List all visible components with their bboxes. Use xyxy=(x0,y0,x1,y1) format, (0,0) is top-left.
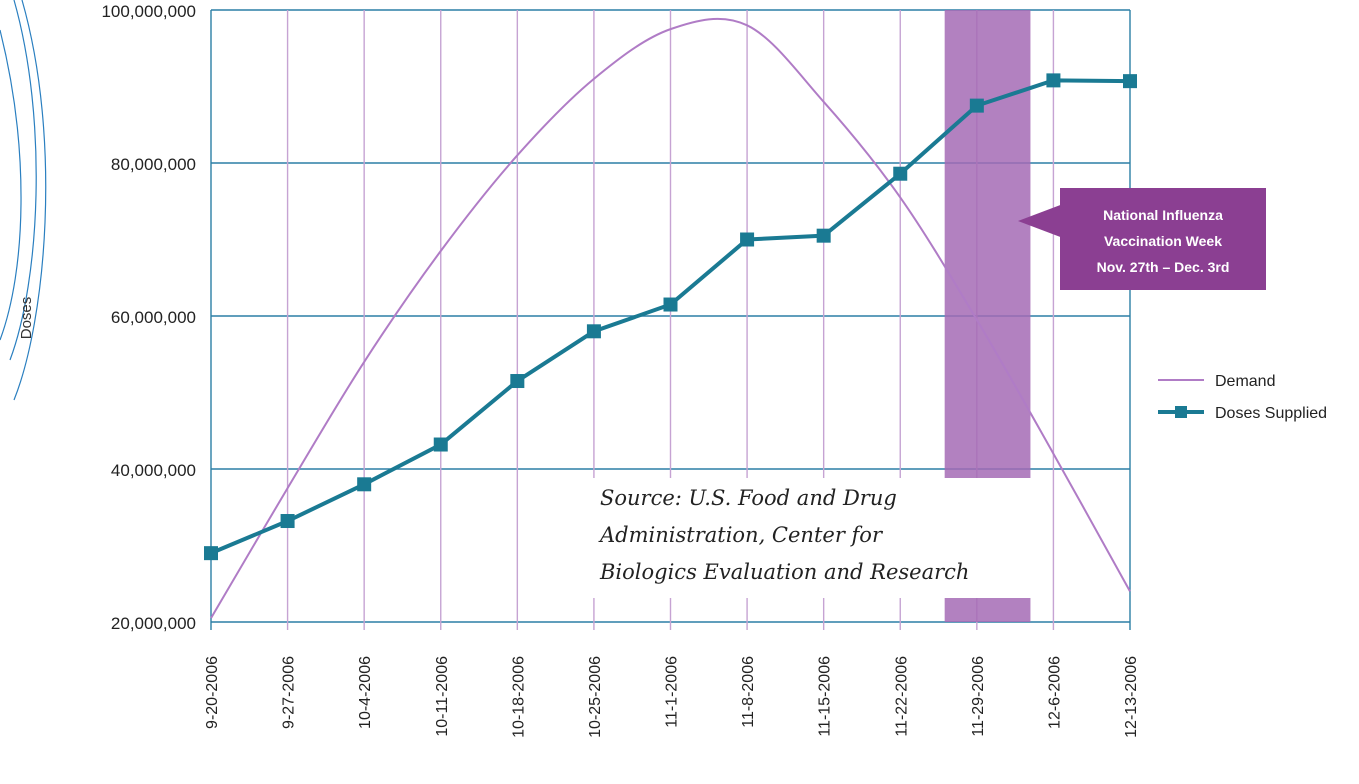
legend-label-demand: Demand xyxy=(1215,373,1275,390)
doses-supplied-marker xyxy=(1046,73,1061,88)
doses-supplied-marker xyxy=(1123,74,1137,89)
x-tick-label: 9-20-2006 xyxy=(204,656,221,729)
y-tick-label: 80,000,000 xyxy=(111,155,196,174)
y-tick-label: 60,000,000 xyxy=(111,308,196,327)
x-tick-label: 11-29-2006 xyxy=(970,656,987,737)
x-tick-label: 10-25-2006 xyxy=(587,656,604,738)
y-axis-title: Doses xyxy=(18,297,35,340)
vaccination-week-callout: National Influenza Vaccination Week Nov.… xyxy=(1018,188,1266,290)
x-tick-label: 10-11-2006 xyxy=(434,656,451,737)
doses-supplied-markers xyxy=(204,73,1137,561)
series-line-demand xyxy=(210,17,1131,619)
callout-line-3: Nov. 27th – Dec. 3rd xyxy=(1097,259,1230,275)
callout-pointer xyxy=(1018,204,1063,238)
doses-supplied-marker xyxy=(969,98,984,113)
source-line-3: Biologics Evaluation and Research xyxy=(599,560,969,584)
decorative-arcs xyxy=(0,0,47,401)
source-line-2: Administration, Center for xyxy=(598,523,884,547)
x-tick-labels: 9-20-2006 9-27-2006 10-4-2006 10-11-2006 10-… xyxy=(204,656,1140,738)
x-tick-label: 10-18-2006 xyxy=(510,656,527,738)
x-tick-label: 9-27-2006 xyxy=(281,656,298,729)
source-line-1: Source: U.S. Food and Drug xyxy=(600,486,897,510)
doses-supplied-marker xyxy=(280,514,295,529)
callout-box xyxy=(1060,188,1266,290)
y-tick-labels: 20,000,000 40,000,000 60,000,000 80,000,000… xyxy=(101,2,196,633)
doses-supplied-marker xyxy=(510,374,525,389)
doses-supplied-marker xyxy=(816,228,831,243)
doses-supplied-marker xyxy=(204,546,218,561)
x-tick-label: 12-13-2006 xyxy=(1123,656,1140,738)
y-tick-label: 20,000,000 xyxy=(111,614,196,633)
doses-supplied-marker xyxy=(357,477,372,492)
x-tick-label: 11-8-2006 xyxy=(740,656,757,728)
legend: Demand Doses Supplied xyxy=(1158,373,1327,422)
x-tick-label: 11-1-2006 xyxy=(664,656,681,728)
legend-label-doses-supplied: Doses Supplied xyxy=(1215,405,1327,422)
legend-marker-doses-supplied xyxy=(1175,406,1187,418)
doses-supplied-marker xyxy=(893,166,908,181)
x-tick-label: 11-15-2006 xyxy=(817,656,834,737)
doses-supplied-marker xyxy=(740,232,755,247)
doses-supplied-marker xyxy=(586,324,601,339)
x-tick-label: 12-6-2006 xyxy=(1046,656,1063,729)
x-tick-label: 11-22-2006 xyxy=(893,656,910,737)
callout-line-1: National Influenza xyxy=(1103,207,1223,223)
doses-supplied-marker xyxy=(433,437,448,452)
y-tick-label: 40,000,000 xyxy=(111,461,196,480)
x-tick-label: 10-4-2006 xyxy=(357,656,374,729)
source-box xyxy=(587,478,1049,598)
callout-line-2: Vaccination Week xyxy=(1104,233,1222,249)
y-tick-label: 100,000,000 xyxy=(101,2,196,21)
doses-supplied-marker xyxy=(663,297,678,312)
